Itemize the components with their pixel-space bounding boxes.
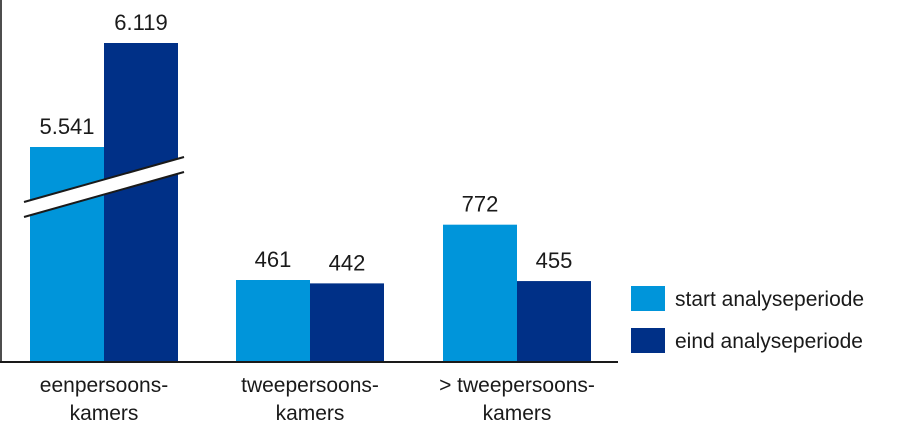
bar-eind-0: [104, 43, 178, 362]
legend-label: start analyseperiode: [675, 288, 864, 311]
value-label: 5.541: [39, 114, 94, 139]
category-label: kamers: [70, 402, 139, 425]
bar-eind-1: [310, 283, 384, 362]
break-line: [23, 156, 185, 203]
break-line: [23, 171, 185, 218]
break-gap: [24, 157, 184, 217]
bar-eind-2: [517, 281, 591, 362]
value-label: 455: [536, 248, 573, 273]
category-labels-group: eenpersoons-kamers tweepersoons-kamers > t…: [40, 374, 595, 425]
legend: start analyseperiode eind analyseperiode: [631, 286, 864, 353]
legend-label: eind analyseperiode: [675, 330, 863, 353]
value-label: 461: [255, 247, 292, 272]
bar-start-0: [30, 147, 104, 362]
bar-start-2: [443, 224, 517, 362]
category-label: > tweepersoons-: [439, 374, 595, 397]
bars-group: [30, 43, 591, 362]
value-labels-group: 5.541 6.119 461 442 772 455: [39, 10, 572, 275]
category-label: tweepersoons-: [241, 374, 379, 397]
value-label: 6.119: [114, 10, 167, 35]
legend-swatch: [631, 328, 665, 353]
category-label: kamers: [483, 402, 552, 425]
value-label: 772: [462, 192, 499, 217]
legend-swatch: [631, 286, 665, 311]
bar-start-1: [236, 280, 310, 362]
category-label: eenpersoons-: [40, 374, 168, 397]
axis-break-mark: [23, 156, 185, 218]
category-label: kamers: [276, 402, 345, 425]
value-label: 442: [329, 250, 366, 275]
